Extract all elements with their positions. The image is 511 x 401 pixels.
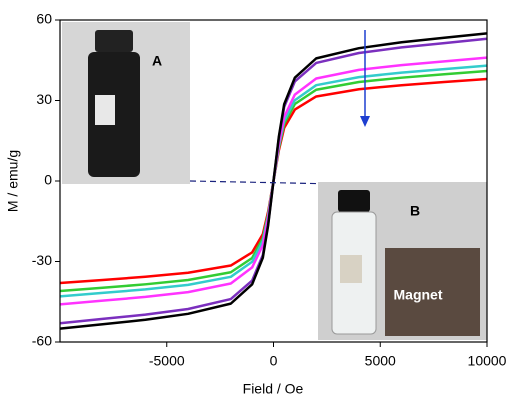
- bottle-label: [95, 95, 115, 125]
- y-tick-label: -30: [32, 252, 52, 268]
- magnet-label: Magnet: [394, 287, 443, 303]
- y-tick-label: 30: [36, 91, 52, 107]
- chart: A B Magnet Field / Oe M / emu/g -5000 0 50…: [0, 0, 511, 401]
- arrow-head: [360, 116, 370, 127]
- y-tick-label: 60: [36, 11, 52, 27]
- inset-b: B Magnet: [318, 182, 487, 340]
- inset-label: B: [410, 203, 420, 219]
- y-tick-label: -60: [32, 333, 52, 349]
- y-axis-title: M / emu/g: [5, 150, 21, 212]
- inset-a: A: [62, 22, 190, 184]
- x-tick-label: -5000: [149, 353, 185, 369]
- x-tick-label: 5000: [365, 353, 396, 369]
- bottle-cap: [95, 30, 133, 52]
- y-tick-label: 0: [44, 172, 52, 188]
- inset-label: A: [152, 53, 162, 69]
- x-axis-title: Field / Oe: [243, 381, 304, 397]
- x-tick-label: 10000: [468, 353, 507, 369]
- bottle-label: [340, 255, 362, 283]
- x-tick-label: 0: [270, 353, 278, 369]
- bottle-cap: [338, 190, 370, 212]
